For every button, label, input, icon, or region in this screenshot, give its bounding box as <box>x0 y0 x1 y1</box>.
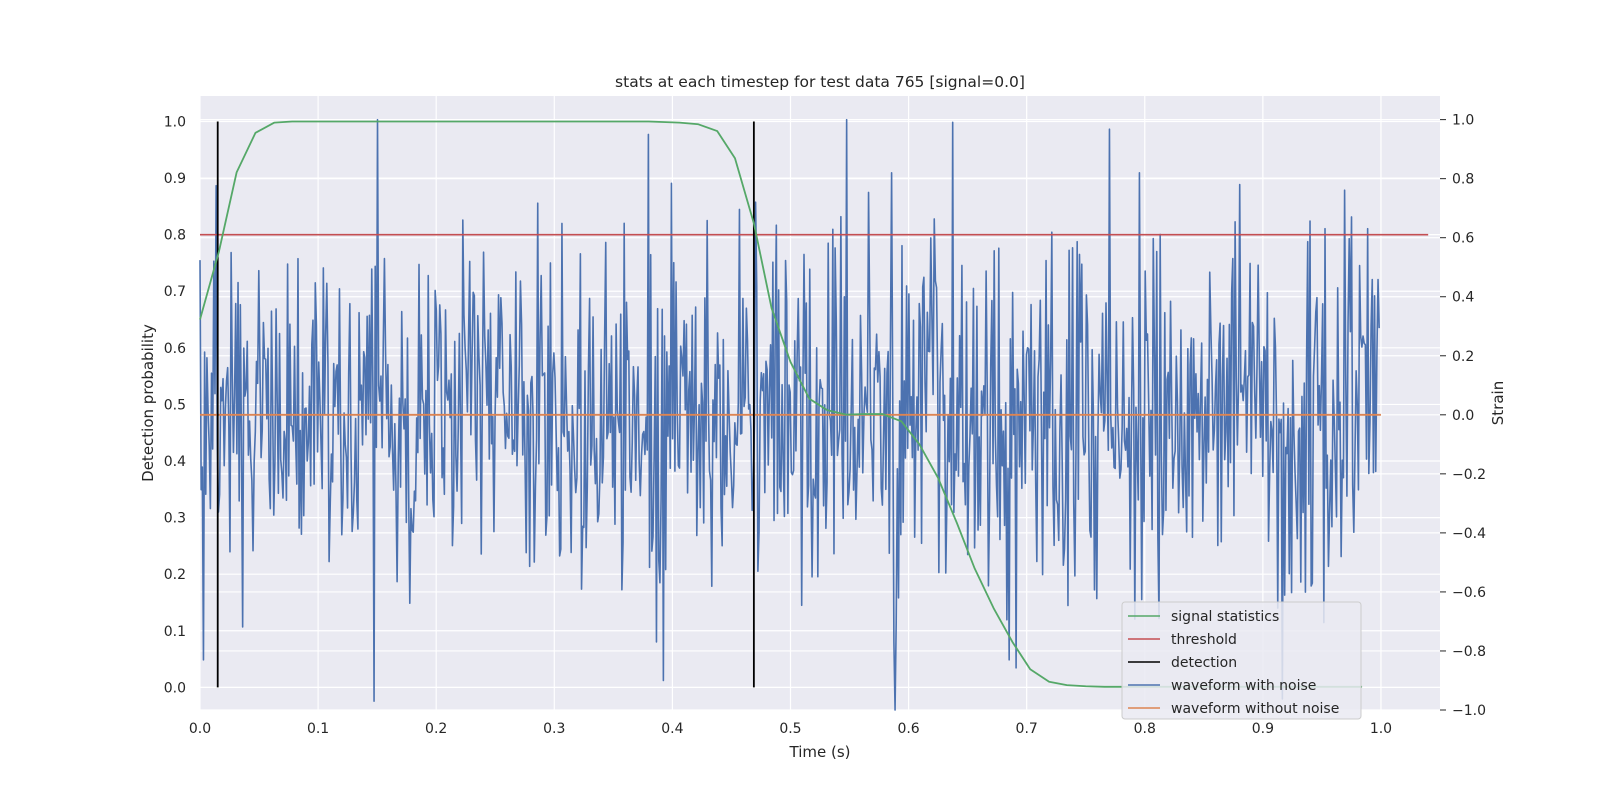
y2-tick-label: 0.6 <box>1452 231 1474 247</box>
y-tick-label: 0.2 <box>164 567 186 583</box>
legend-label-waveform-with-noise: waveform with noise <box>1171 678 1316 694</box>
legend-label-signal-statistics: signal statistics <box>1171 609 1279 625</box>
y2-tick-label: −1.0 <box>1452 703 1486 719</box>
y-tick-label: 0.1 <box>164 624 186 640</box>
y2-tick-label: −0.4 <box>1452 526 1486 542</box>
series-layer <box>199 118 1429 711</box>
x-axis-label: Time (s) <box>789 743 851 761</box>
y2-tick-label: −0.2 <box>1452 467 1486 483</box>
y-tick-label: 0.4 <box>164 454 186 470</box>
x-tick-label: 0.1 <box>307 721 329 737</box>
y2-tick-label: 0.4 <box>1452 290 1474 306</box>
y2-tick-label: 0.2 <box>1452 349 1474 365</box>
y2-tick-label: 1.0 <box>1452 113 1474 129</box>
x-tick-label: 0.2 <box>425 721 447 737</box>
x-tick-label: 0.0 <box>189 721 211 737</box>
y-tick-label: 0.0 <box>164 680 186 696</box>
legend-label-threshold: threshold <box>1171 632 1237 648</box>
y-tick-label: 0.5 <box>164 397 186 413</box>
x-tick-label: 0.6 <box>897 721 919 737</box>
x-tick-label: 0.7 <box>1016 721 1038 737</box>
x-tick-label: 0.9 <box>1252 721 1274 737</box>
x-tick-label: 0.5 <box>779 721 801 737</box>
chart-title: stats at each timestep for test data 765… <box>615 73 1025 91</box>
x-tick-label: 0.8 <box>1134 721 1156 737</box>
y-tick-label: 0.8 <box>164 228 186 244</box>
y2-tick-label: −0.6 <box>1452 585 1486 601</box>
y2-tick-label: 0.0 <box>1452 408 1474 424</box>
series-signal-statistics <box>199 120 1363 688</box>
y-tick-label: 0.3 <box>164 511 186 527</box>
y2-axis-label: Strain <box>1489 381 1507 425</box>
legend-box <box>1121 601 1362 720</box>
x-tick-label: 0.4 <box>661 721 683 737</box>
y-tick-label: 0.6 <box>164 341 186 357</box>
series-waveform-with-noise <box>199 118 1380 711</box>
ticks: 0.0 0.1 0.2 0.3 0.4 0.5 0.6 0.7 0.8 0.9 1.0 0.0 0.1 0… <box>164 113 1486 737</box>
x-tick-label: 0.3 <box>543 721 565 737</box>
x-tick-label: 1.0 <box>1370 721 1392 737</box>
y-axis-label: Detection probability <box>139 324 157 482</box>
y2-tick-label: −0.8 <box>1452 644 1486 660</box>
legend: signal statistics threshold detection wa… <box>1121 601 1362 720</box>
y-tick-label: 1.0 <box>164 114 186 130</box>
legend-label-detection: detection <box>1171 655 1237 671</box>
y2-tick-label: 0.8 <box>1452 172 1474 188</box>
y-tick-label: 0.7 <box>164 284 186 300</box>
legend-label-waveform-without-noise: waveform without noise <box>1171 701 1339 717</box>
y-tick-label: 0.9 <box>164 171 186 187</box>
